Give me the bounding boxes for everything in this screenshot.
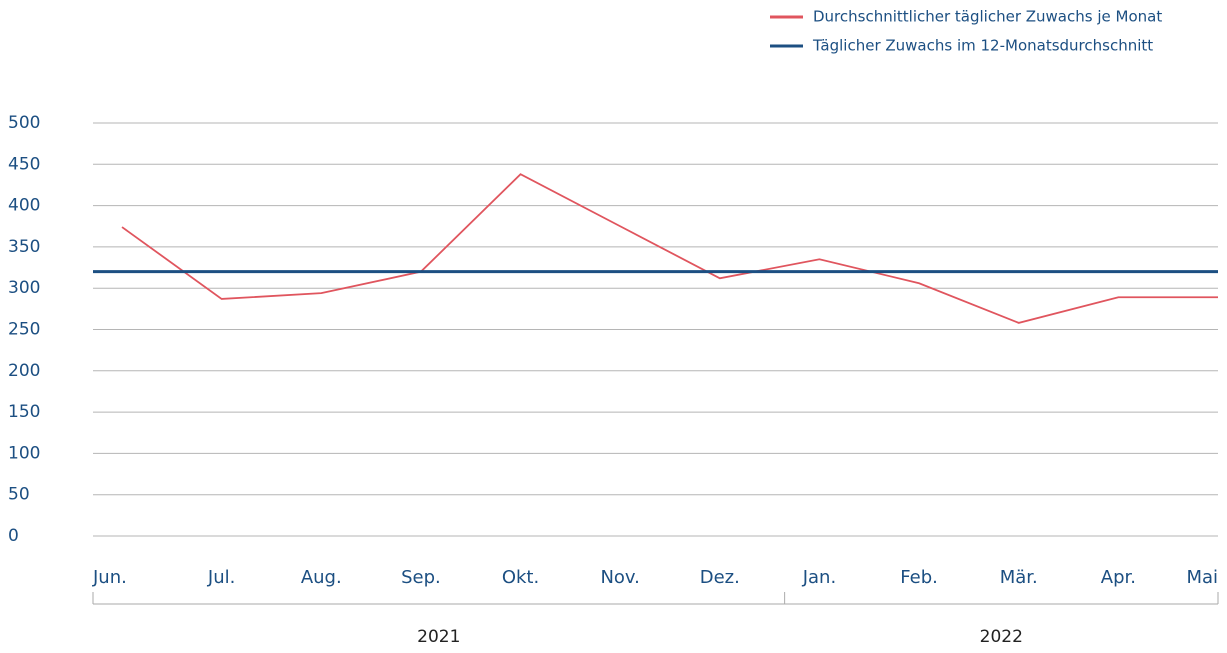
y-tick-label: 400 (8, 196, 40, 216)
x-tick-label: Mai (1186, 567, 1218, 588)
legend-label: Durchschnittlicher täglicher Zuwachs je … (813, 8, 1162, 26)
y-tick-label: 200 (8, 361, 40, 381)
y-tick-label: 300 (8, 278, 40, 298)
x-tick-label: Sep. (401, 567, 441, 588)
y-tick-label: 450 (8, 154, 40, 174)
y-tick-label: 500 (8, 113, 40, 133)
group-label: 2021 (417, 627, 460, 647)
x-tick-label: Jan. (802, 567, 836, 588)
x-tick-label: Feb. (900, 567, 938, 588)
y-tick-label: 250 (8, 320, 40, 340)
x-tick-label: Jun. (92, 567, 127, 588)
x-tick-label: Okt. (502, 567, 539, 588)
x-tick-label: Mär. (1000, 567, 1038, 588)
y-tick-label: 150 (8, 402, 40, 422)
x-tick-label: Nov. (600, 567, 639, 588)
y-tick-label: 50 (8, 485, 30, 505)
legend-label: Täglicher Zuwachs im 12-Monatsdurchschni… (812, 37, 1153, 55)
y-tick-label: 350 (8, 237, 40, 257)
x-tick-label: Aug. (301, 567, 342, 588)
x-tick-label: Jul. (207, 567, 235, 588)
x-tick-label: Apr. (1101, 567, 1136, 588)
line-series (121, 173, 1218, 324)
y-tick-label: 100 (8, 443, 40, 463)
y-tick-label: 0 (8, 526, 19, 546)
group-label: 2022 (980, 627, 1023, 647)
x-tick-label: Dez. (700, 567, 740, 588)
